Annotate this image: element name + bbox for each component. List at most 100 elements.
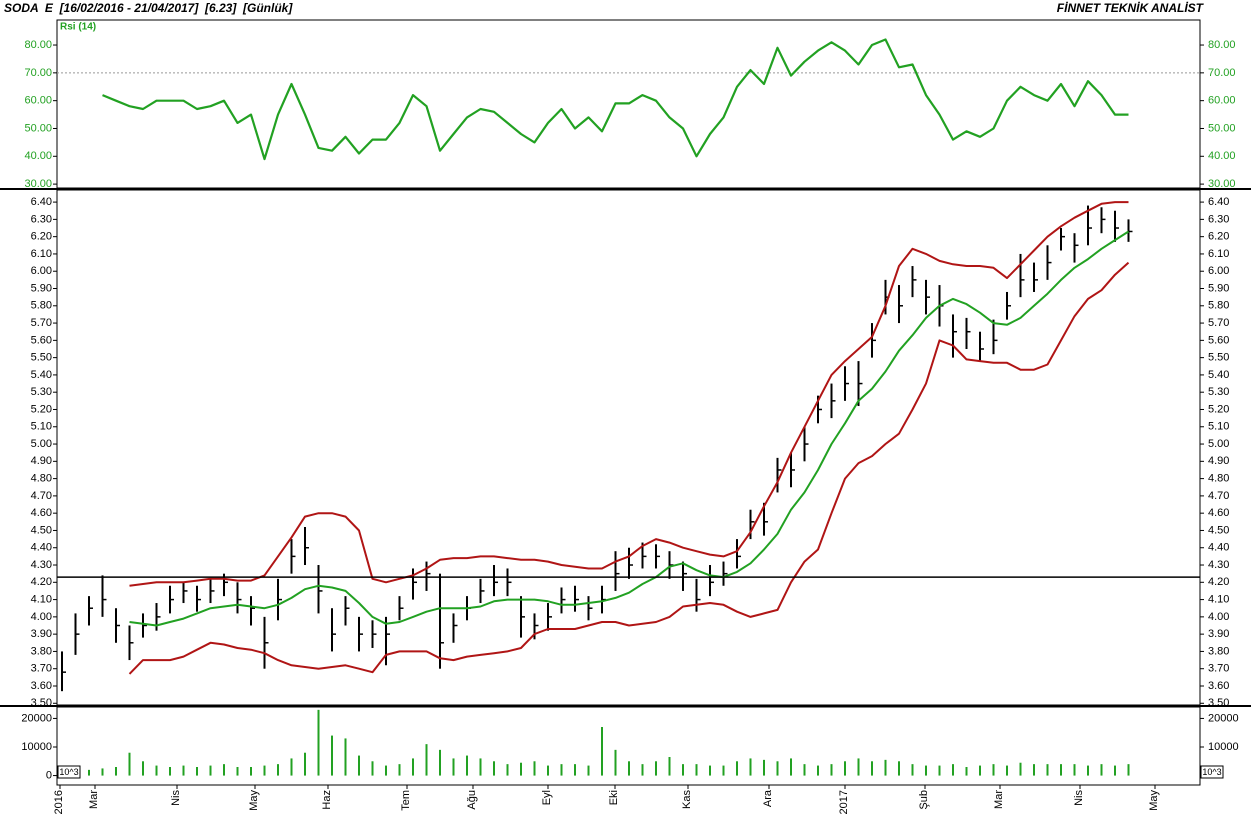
volume-bar: [101, 768, 104, 776]
y-tick-label: 70.00: [1208, 67, 1236, 79]
y-tick-label: 5.90: [1208, 282, 1229, 294]
volume-bar: [533, 761, 536, 776]
y-tick-label: 5.50: [31, 352, 52, 364]
y-tick-label: 3.60: [31, 680, 52, 692]
y-tick-label: 5.00: [1208, 438, 1229, 450]
y-tick-label: 6.30: [1208, 213, 1229, 225]
volume-bar: [1114, 765, 1116, 776]
volume-bar: [655, 761, 657, 776]
volume-bar: [1046, 764, 1049, 776]
bollinger-lower: [128, 261, 1130, 675]
x-tick-label: Nis: [1073, 790, 1085, 806]
volume-bar: [290, 758, 293, 776]
y-tick-label: 40.00: [24, 150, 52, 162]
volume-bar: [749, 758, 752, 776]
volume-bar: [493, 761, 495, 776]
x-tick-label: Eyl: [541, 790, 553, 805]
volume-bar: [1033, 764, 1035, 776]
volume-bar: [803, 764, 806, 776]
y-tick-label: 5.40: [1208, 369, 1229, 381]
unit-label: 10^3: [59, 767, 78, 777]
y-tick-label: 80.00: [1208, 39, 1236, 51]
volume-bar: [911, 764, 914, 776]
unit-box: [1200, 765, 1224, 779]
y-tick-label: 5.60: [1208, 334, 1229, 346]
y-tick-label: 3.70: [1208, 663, 1229, 675]
x-tick-label: Şub: [918, 790, 930, 810]
y-tick-label: 3.90: [1208, 628, 1229, 640]
y-tick-label: 4.00: [1208, 611, 1229, 623]
volume-bar: [331, 735, 333, 776]
x-tick-label: May: [1148, 790, 1160, 811]
y-tick-label: 6.10: [1208, 248, 1229, 260]
volume-bar: [641, 764, 644, 776]
volume-bar: [250, 767, 252, 776]
volume-bar: [1127, 764, 1130, 776]
y-tick-label: 4.70: [31, 490, 52, 502]
x-tick-label: Mar: [88, 790, 100, 809]
volume-bar: [830, 764, 833, 776]
volume-bar: [628, 761, 630, 776]
x-tick-label: Nis: [170, 790, 182, 806]
volume-bar: [587, 765, 590, 776]
y-tick-label: 5.60: [31, 334, 52, 346]
y-tick-label: 0: [46, 769, 52, 781]
volume-bar: [668, 757, 671, 776]
x-tick-label: Haz: [321, 790, 333, 810]
y-tick-label: 5.00: [31, 438, 52, 450]
volume-bar: [560, 764, 563, 776]
x-tick-label: Ağu: [466, 790, 478, 810]
volume-bar: [844, 761, 846, 776]
y-tick-label: 4.20: [1208, 576, 1229, 588]
y-tick-label: 40.00: [1208, 150, 1236, 162]
volume-bar: [925, 765, 927, 776]
volume-bar: [115, 767, 117, 776]
y-tick-label: 10000: [21, 741, 52, 753]
y-tick-label: 4.80: [1208, 473, 1229, 485]
y-tick-label: 5.40: [31, 369, 52, 381]
y-tick-label: 70.00: [24, 67, 52, 79]
y-tick-label: 5.80: [31, 300, 52, 312]
volume-bar: [695, 764, 698, 776]
volume-bar: [574, 764, 576, 776]
unit-label: 10^3: [1202, 767, 1221, 777]
bollinger-middle: [129, 230, 1130, 627]
y-tick-label: 4.90: [31, 455, 52, 467]
volume-bar: [506, 764, 509, 776]
volume-bar: [614, 749, 617, 776]
x-tick-label: 2016: [53, 790, 65, 814]
volume-bar: [425, 744, 428, 776]
y-tick-label: 4.60: [31, 507, 52, 519]
y-tick-label: 30.00: [24, 178, 52, 190]
y-tick-label: 6.00: [1208, 265, 1229, 277]
y-tick-label: 6.40: [1208, 196, 1229, 208]
volume-bar: [385, 765, 387, 776]
y-tick-label: 5.70: [1208, 317, 1229, 329]
volume-bar: [358, 755, 360, 776]
y-tick-label: 50.00: [24, 122, 52, 134]
y-tick-label: 10000: [1208, 741, 1239, 753]
volume-bar: [1060, 764, 1062, 776]
volume-bar: [520, 762, 522, 776]
volume-bar: [142, 761, 144, 776]
volume-bar: [965, 767, 968, 776]
volume-bar: [1019, 762, 1022, 776]
y-tick-label: 60.00: [1208, 95, 1236, 107]
y-tick-label: 5.10: [1208, 421, 1229, 433]
volume-bar: [938, 765, 941, 776]
y-tick-label: 6.20: [1208, 231, 1229, 243]
y-tick-label: 5.90: [31, 282, 52, 294]
y-tick-label: 5.50: [1208, 352, 1229, 364]
y-tick-label: 30.00: [1208, 178, 1236, 190]
y-tick-label: 4.50: [31, 524, 52, 536]
x-tick-label: Ara: [762, 789, 774, 807]
x-tick-label: Tem: [400, 790, 412, 811]
y-tick-label: 5.20: [31, 403, 52, 415]
y-tick-label: 4.90: [1208, 455, 1229, 467]
y-tick-label: 5.10: [31, 421, 52, 433]
y-tick-label: 5.70: [31, 317, 52, 329]
y-tick-label: 4.80: [31, 473, 52, 485]
brand: FİNNET TEKNİK ANALİST: [1057, 0, 1205, 15]
y-tick-label: 50.00: [1208, 122, 1236, 134]
y-tick-label: 4.40: [31, 542, 52, 554]
